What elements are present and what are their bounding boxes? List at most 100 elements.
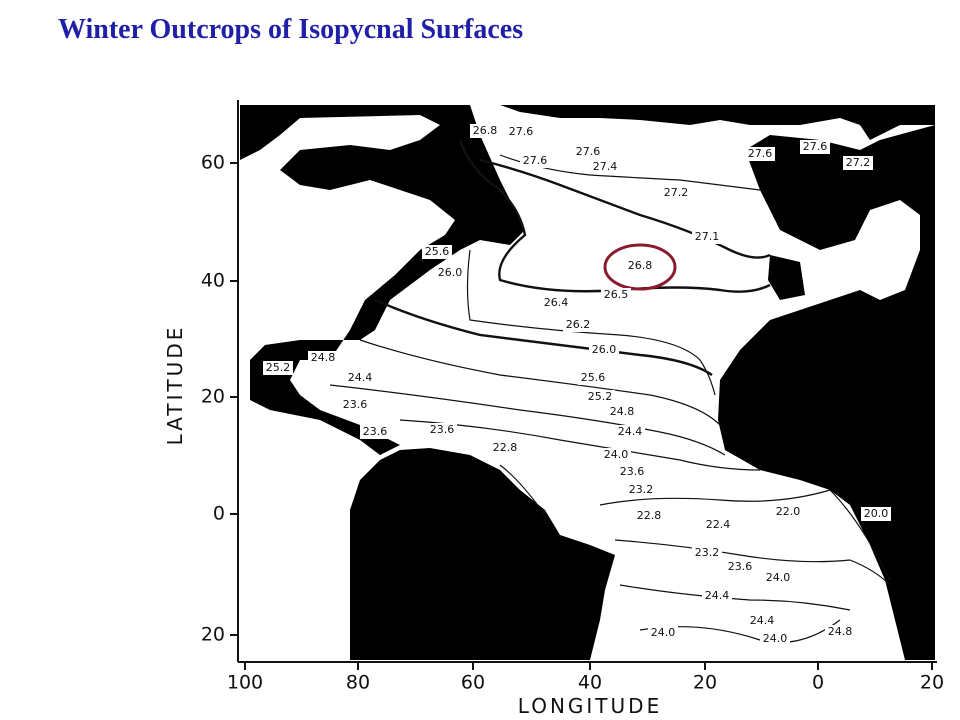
longitude-tick-label: 100 bbox=[227, 672, 263, 694]
contour-line bbox=[399, 419, 761, 471]
contour-label: 24.0 bbox=[651, 626, 676, 639]
contour-label-bg bbox=[745, 147, 775, 161]
contour-label-bg bbox=[422, 245, 452, 259]
longitude-tick-label: 40 bbox=[578, 672, 602, 694]
labels: 60 40 20 0 20 100 80 60 40 20 0 20 26.8 27.6 27.6 27.6 2… bbox=[201, 124, 944, 694]
y-axis-label: LATITUDE bbox=[163, 325, 187, 446]
contour-label-bg bbox=[648, 626, 678, 640]
contour-label: 27.6 bbox=[509, 125, 534, 138]
land-south-america bbox=[350, 448, 615, 660]
contour-label-bg bbox=[435, 266, 465, 280]
contour-label-bg bbox=[541, 296, 571, 310]
contour-label: 27.1 bbox=[695, 230, 720, 243]
contour-label-bg bbox=[760, 632, 790, 646]
contour-label: 20.0 bbox=[864, 507, 889, 520]
contour-label-bg bbox=[470, 124, 500, 138]
contour-label-bg bbox=[427, 423, 457, 437]
contour-label: 25.2 bbox=[588, 390, 613, 403]
contour-label-bg bbox=[800, 140, 830, 154]
contour-label: 23.6 bbox=[430, 423, 455, 436]
contour-label-bg bbox=[825, 625, 855, 639]
contour-label-bg bbox=[843, 156, 873, 170]
contour-label-bg bbox=[661, 186, 691, 200]
contour-label: 26.0 bbox=[438, 266, 463, 279]
land-greenland bbox=[500, 105, 935, 140]
contour-label: 23.6 bbox=[343, 398, 368, 411]
land-north-america-top bbox=[240, 105, 470, 160]
contour-label: 22.8 bbox=[493, 441, 518, 454]
contour-label-bg bbox=[615, 425, 645, 439]
contour-line bbox=[329, 384, 726, 456]
contour-label: 27.6 bbox=[748, 147, 773, 160]
latitude-tick-label: 40 bbox=[201, 270, 225, 292]
contour-label-bg bbox=[601, 288, 631, 302]
contour-line bbox=[458, 139, 771, 293]
contour-label: 24.4 bbox=[618, 425, 643, 438]
contour-label: 24.0 bbox=[763, 632, 788, 645]
contour-label-bg bbox=[625, 259, 655, 273]
contour-line bbox=[614, 539, 891, 586]
contour-label: 27.6 bbox=[803, 140, 828, 153]
x-axis-label: LONGITUDE bbox=[518, 694, 662, 718]
contour-label: 24.4 bbox=[750, 614, 775, 627]
contour-label: 27.6 bbox=[576, 145, 601, 158]
contour-label-bg bbox=[747, 614, 777, 628]
contour-label: 26.0 bbox=[592, 343, 617, 356]
slide-title: Winter Outcrops of Isopycnal Surfaces bbox=[58, 14, 524, 45]
contour-label: 22.4 bbox=[706, 518, 731, 531]
contour-label-bg bbox=[490, 441, 520, 455]
contour-label-bg bbox=[578, 371, 608, 385]
contour-label: 27.2 bbox=[664, 186, 689, 199]
contour-line bbox=[499, 464, 546, 516]
contour-label: 26.5 bbox=[604, 288, 629, 301]
contour-label-bg bbox=[725, 560, 755, 574]
latitude-tick-label: 20 bbox=[201, 624, 225, 646]
contour-label-bg bbox=[692, 230, 722, 244]
contour-label: 24.4 bbox=[705, 589, 730, 602]
contour-label-bg bbox=[702, 589, 732, 603]
contour-label-bg bbox=[607, 405, 637, 419]
contour-label: 24.4 bbox=[348, 371, 373, 384]
contour-label-bg bbox=[585, 390, 615, 404]
contour-label-bg bbox=[773, 505, 803, 519]
contour-label: 24.0 bbox=[604, 448, 629, 461]
contour-label-bg bbox=[601, 448, 631, 462]
contour-label-bg bbox=[345, 371, 375, 385]
contour-label: 22.8 bbox=[637, 509, 662, 522]
contour-label-bg bbox=[763, 571, 793, 585]
longitude-tick-label: 20 bbox=[920, 672, 944, 694]
latitude-tick-label: 0 bbox=[213, 503, 225, 525]
contour-label: 27.4 bbox=[593, 160, 618, 173]
contour-label: 27.6 bbox=[523, 154, 548, 167]
contour-line bbox=[359, 339, 721, 426]
contour-label-bg bbox=[263, 361, 293, 375]
contour-line bbox=[374, 298, 713, 376]
contour-label: 24.0 bbox=[766, 571, 791, 584]
contour-label-bg bbox=[703, 518, 733, 532]
longitude-tick-label: 60 bbox=[461, 672, 485, 694]
contour-label-bg bbox=[626, 483, 656, 497]
latitude-tick-label: 60 bbox=[201, 152, 225, 174]
contour-label: 23.6 bbox=[620, 465, 645, 478]
contour-label: 23.2 bbox=[695, 546, 720, 559]
longitude-tick-label: 20 bbox=[693, 672, 717, 694]
contour-label: 25.6 bbox=[425, 245, 450, 258]
contour-label: 23.6 bbox=[728, 560, 753, 573]
contour-label-bg bbox=[308, 351, 338, 365]
contour-label: 26.2 bbox=[566, 318, 591, 331]
contour-line bbox=[479, 158, 771, 259]
contour-label: 26.8 bbox=[473, 124, 498, 137]
contour-label: 23.6 bbox=[363, 425, 388, 438]
highlight-circle bbox=[603, 243, 677, 291]
contour-label-bg bbox=[590, 160, 620, 174]
contour-label: 26.8 bbox=[628, 259, 653, 272]
contour-label: 24.8 bbox=[311, 351, 336, 364]
contour-line bbox=[619, 584, 851, 611]
longitude-tick-label: 80 bbox=[346, 672, 370, 694]
contour-label-bg bbox=[634, 509, 664, 523]
contour-label: 24.8 bbox=[610, 405, 635, 418]
contour-line bbox=[599, 489, 891, 581]
contour-label: 25.6 bbox=[581, 371, 606, 384]
